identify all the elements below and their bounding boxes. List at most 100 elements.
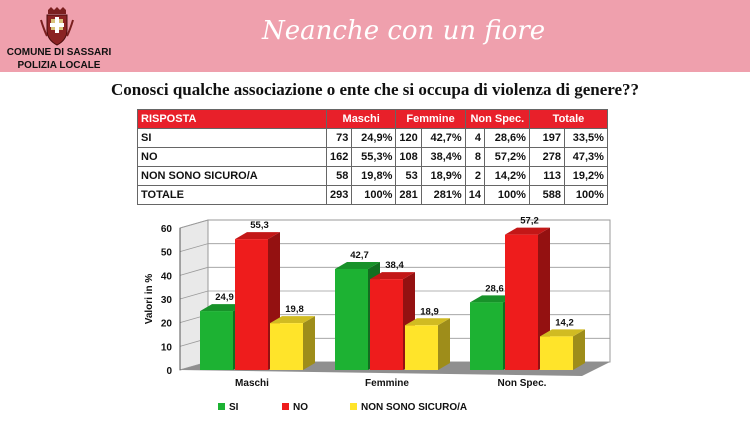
cell-count: 4: [464, 128, 485, 148]
data-label: 19,8: [285, 304, 304, 315]
bar-top: [505, 227, 550, 235]
bar-chart: 0 10 20 30 40 50 60 Valori in % 24,9 55,3 19,8 Masc…: [144, 216, 611, 413]
y-tick-label: 50: [161, 248, 173, 259]
bar-top: [235, 232, 280, 240]
cell-percent: 33,5%: [563, 128, 608, 148]
cell-percent: 100%: [563, 185, 608, 205]
column-header-risposta: RISPOSTA: [137, 109, 327, 129]
logo-block: COMUNE DI SASSARI POLIZIA LOCALE: [0, 4, 118, 72]
cell-percent: 57,2%: [483, 147, 530, 167]
bar: [405, 325, 438, 370]
y-tick-label: 10: [161, 342, 173, 353]
cell-percent: 47,3%: [563, 147, 608, 167]
cell-percent: 14,2%: [483, 166, 530, 186]
data-label: 14,2: [555, 317, 574, 328]
results-table: RISPOSTA Maschi Femmine Non Spec. Totale…: [137, 109, 608, 205]
y-tick-label: 30: [161, 295, 173, 306]
bar: [270, 323, 303, 370]
data-label: 24,9: [215, 292, 234, 303]
bar: [505, 234, 538, 370]
bar-side: [303, 316, 315, 370]
data-label: 28,6: [485, 283, 504, 294]
legend-swatch: [282, 403, 289, 410]
table-header-row: RISPOSTA Maschi Femmine Non Spec. Totale: [137, 109, 608, 129]
x-tick-label: Non Spec.: [498, 378, 547, 389]
cell-percent: 42,7%: [420, 128, 466, 148]
bar-top: [200, 304, 245, 312]
legend-label: NO: [293, 402, 308, 413]
bar-side: [573, 329, 585, 370]
cell-count: 588: [528, 185, 565, 205]
column-header-totale: Totale: [528, 109, 608, 129]
cell-percent: 55,3%: [351, 147, 397, 167]
x-tick-label: Maschi: [235, 378, 269, 389]
survey-question: Conosci qualche associazione o ente che …: [110, 80, 640, 99]
data-label: 38,4: [385, 260, 404, 271]
cell-count: 120: [395, 128, 422, 148]
table-row: NON SONO SICURO/A 58 19,8% 53 18,9% 2 14…: [137, 166, 608, 186]
bar-top: [470, 295, 515, 303]
y-tick-label: 40: [161, 271, 173, 282]
data-label: 18,9: [420, 306, 439, 317]
column-header-non-spec: Non Spec.: [464, 109, 530, 129]
cell-percent: 100%: [483, 185, 530, 205]
table-row: NO 162 55,3% 108 38,4% 8 57,2% 278 47,3%: [137, 147, 608, 167]
row-label: NON SONO SICURO/A: [137, 166, 327, 186]
cell-count: 73: [325, 128, 353, 148]
cell-percent: 100%: [351, 185, 397, 205]
legend-label: NON SONO SICURO/A: [361, 402, 467, 413]
campaign-headline: Neanche con un fiore: [262, 16, 546, 46]
cell-percent: 19,2%: [563, 166, 608, 186]
legend-swatch: [218, 403, 225, 410]
cell-count: 278: [528, 147, 565, 167]
cell-percent: 38,4%: [420, 147, 466, 167]
cell-percent: 28,6%: [483, 128, 530, 148]
cell-count: 281: [395, 185, 422, 205]
cell-count: 293: [325, 185, 353, 205]
chart-gridline: [179, 243, 610, 253]
chart-gridline: [179, 290, 610, 300]
bar: [370, 279, 403, 370]
cell-count: 14: [464, 185, 485, 205]
cell-percent: 18,9%: [420, 166, 466, 186]
cell-count: 2: [464, 166, 485, 186]
column-header-maschi: Maschi: [325, 109, 397, 129]
org-department: POLIZIA LOCALE: [17, 60, 101, 71]
cell-count: 108: [395, 147, 422, 167]
table-row: SI 73 24,9% 120 42,7% 4 28,6% 197 33,5%: [137, 128, 608, 148]
legend-swatch: [350, 403, 357, 410]
header-banner: COMUNE DI SASSARI POLIZIA LOCALE Neanche…: [0, 0, 750, 72]
legend-label: SI: [229, 402, 239, 413]
cell-count: 162: [325, 147, 353, 167]
bar: [335, 268, 368, 370]
bar-top: [405, 318, 450, 326]
bar: [540, 336, 573, 370]
cell-count: 53: [395, 166, 422, 186]
y-tick-label: 0: [166, 366, 172, 377]
column-header-femmine: Femmine: [395, 109, 466, 129]
bar: [235, 239, 268, 370]
bar-top: [270, 316, 315, 324]
data-label: 55,3: [250, 220, 269, 231]
data-label: 57,2: [520, 216, 539, 227]
cell-percent: 24,9%: [351, 128, 397, 148]
org-name: COMUNE DI SASSARI: [6, 47, 112, 58]
cell-count: 58: [325, 166, 353, 186]
row-label: TOTALE: [137, 185, 327, 205]
row-label: SI: [137, 128, 327, 148]
cell-percent: 19,8%: [351, 166, 397, 186]
bar-top: [335, 261, 380, 269]
y-tick-label: 60: [161, 224, 173, 235]
cell-count: 197: [528, 128, 565, 148]
x-tick-label: Femmine: [365, 378, 409, 389]
bar-top: [540, 329, 585, 337]
data-label: 42,7: [350, 250, 369, 261]
chart-gridline: [179, 219, 610, 229]
bar: [200, 311, 233, 370]
cell-count: 113: [528, 166, 565, 186]
bar-top: [370, 272, 415, 280]
table-row-total: TOTALE 293 100% 281 281% 14 100% 588 100…: [137, 185, 608, 205]
row-label: NO: [137, 147, 327, 167]
y-tick-label: 20: [161, 319, 173, 330]
cell-percent: 281%: [420, 185, 466, 205]
